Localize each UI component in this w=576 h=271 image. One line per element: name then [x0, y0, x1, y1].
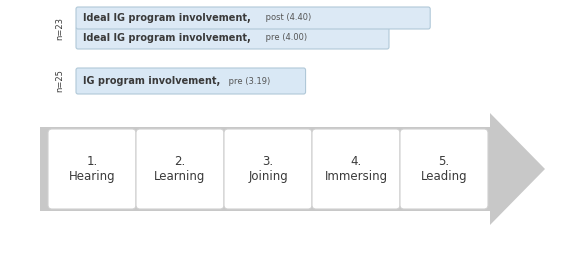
Text: IG program involvement,: IG program involvement,	[83, 76, 220, 86]
Text: 1.
Hearing: 1. Hearing	[69, 155, 115, 183]
Text: n=25: n=25	[55, 70, 65, 92]
Text: 5.
Leading: 5. Leading	[420, 155, 467, 183]
Text: pre (3.19): pre (3.19)	[226, 76, 270, 85]
Text: Ideal IG program involvement,: Ideal IG program involvement,	[83, 33, 251, 43]
FancyBboxPatch shape	[76, 7, 430, 29]
Text: Ideal IG program involvement,: Ideal IG program involvement,	[83, 13, 251, 23]
Polygon shape	[40, 113, 545, 225]
FancyBboxPatch shape	[48, 129, 136, 209]
Text: n=23: n=23	[55, 17, 65, 40]
FancyBboxPatch shape	[76, 68, 306, 94]
Text: 4.
Immersing: 4. Immersing	[324, 155, 388, 183]
Text: 2.
Learning: 2. Learning	[154, 155, 206, 183]
Text: pre (4.00): pre (4.00)	[263, 34, 307, 43]
Text: 3.
Joining: 3. Joining	[248, 155, 288, 183]
FancyBboxPatch shape	[136, 129, 224, 209]
Text: post (4.40): post (4.40)	[263, 14, 311, 22]
FancyBboxPatch shape	[312, 129, 400, 209]
FancyBboxPatch shape	[224, 129, 312, 209]
FancyBboxPatch shape	[400, 129, 488, 209]
FancyBboxPatch shape	[76, 27, 389, 49]
